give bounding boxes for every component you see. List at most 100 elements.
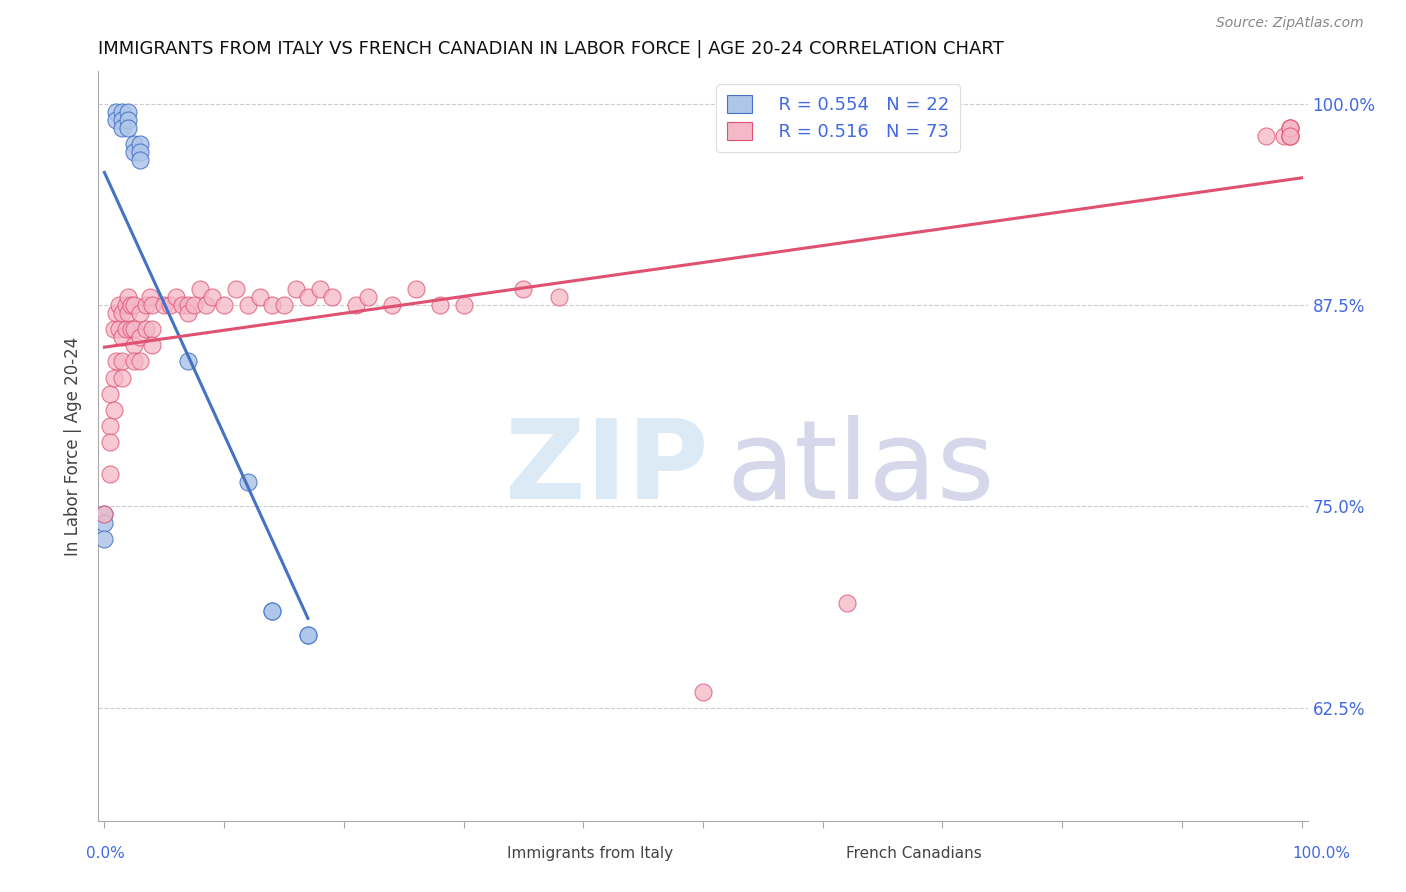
Point: [111, 104, 134, 119]
Point: [117, 104, 139, 119]
Point: [115, 322, 138, 336]
Point: [117, 120, 139, 135]
Point: [105, 306, 128, 320]
Point: [100, 434, 122, 449]
Point: [321, 290, 343, 304]
Point: [177, 298, 200, 312]
Point: [124, 145, 146, 159]
Point: [129, 145, 152, 159]
Point: [236, 475, 259, 490]
Point: [297, 628, 319, 642]
Point: [100, 386, 122, 401]
Point: [260, 604, 283, 618]
Point: [105, 104, 128, 119]
Point: [111, 370, 134, 384]
Point: [111, 330, 134, 344]
Point: [111, 120, 134, 135]
Point: [165, 290, 187, 304]
Point: [188, 282, 211, 296]
Point: [93, 508, 115, 522]
Point: [692, 684, 714, 698]
Point: [117, 112, 139, 127]
Point: [1278, 120, 1301, 135]
Point: [111, 354, 134, 368]
Point: [129, 306, 152, 320]
Point: [159, 298, 181, 312]
Point: [297, 290, 319, 304]
Point: [236, 298, 259, 312]
Point: [105, 112, 128, 127]
Point: [141, 338, 163, 352]
Text: Immigrants from Italy: Immigrants from Italy: [508, 847, 673, 861]
Point: [429, 298, 451, 312]
Point: [381, 298, 404, 312]
Point: [139, 290, 162, 304]
Point: [93, 508, 115, 522]
Point: [183, 298, 205, 312]
Point: [107, 298, 129, 312]
Point: [124, 322, 146, 336]
Point: [512, 282, 534, 296]
Point: [120, 322, 142, 336]
Text: 0.0%: 0.0%: [86, 847, 125, 861]
Point: [115, 298, 138, 312]
Point: [129, 153, 152, 167]
Point: [135, 322, 157, 336]
Text: atlas: atlas: [725, 415, 994, 522]
Point: [357, 290, 380, 304]
Point: [201, 290, 224, 304]
Point: [107, 322, 129, 336]
Text: Source: ZipAtlas.com: Source: ZipAtlas.com: [1216, 16, 1364, 29]
Point: [100, 467, 122, 482]
Point: [273, 298, 295, 312]
Text: 100.0%: 100.0%: [1292, 847, 1351, 861]
Point: [297, 628, 319, 642]
Point: [103, 370, 125, 384]
Text: ZIP: ZIP: [505, 415, 709, 522]
Point: [124, 354, 146, 368]
Point: [120, 298, 142, 312]
Point: [195, 298, 218, 312]
Point: [1278, 128, 1301, 143]
Point: [249, 290, 271, 304]
Point: [117, 306, 139, 320]
Point: [1272, 128, 1295, 143]
Point: [129, 330, 152, 344]
Point: [111, 306, 134, 320]
Point: [1278, 128, 1301, 143]
Point: [124, 338, 146, 352]
Text: French Canadians: French Canadians: [846, 847, 981, 861]
Point: [141, 322, 163, 336]
Y-axis label: In Labor Force | Age 20-24: In Labor Force | Age 20-24: [65, 336, 83, 556]
Point: [260, 298, 283, 312]
Point: [172, 298, 194, 312]
Point: [105, 354, 128, 368]
Point: [344, 298, 367, 312]
Point: [1254, 128, 1277, 143]
Point: [129, 354, 152, 368]
Point: [548, 290, 571, 304]
Point: [103, 322, 125, 336]
Point: [453, 298, 475, 312]
Point: [1278, 120, 1301, 135]
Point: [1278, 120, 1301, 135]
Point: [153, 298, 176, 312]
Point: [124, 298, 146, 312]
Point: [284, 282, 307, 296]
Point: [212, 298, 235, 312]
Point: [225, 282, 247, 296]
Point: [177, 354, 200, 368]
Point: [177, 306, 200, 320]
Point: [141, 298, 163, 312]
Legend:   R = 0.554   N = 22,   R = 0.516   N = 73: R = 0.554 N = 22, R = 0.516 N = 73: [716, 84, 960, 152]
Point: [835, 596, 858, 610]
Point: [405, 282, 427, 296]
Point: [100, 418, 122, 433]
Point: [93, 532, 115, 546]
Point: [124, 136, 146, 151]
Point: [111, 112, 134, 127]
Point: [260, 604, 283, 618]
Point: [103, 402, 125, 417]
Text: IMMIGRANTS FROM ITALY VS FRENCH CANADIAN IN LABOR FORCE | AGE 20-24 CORRELATION : IMMIGRANTS FROM ITALY VS FRENCH CANADIAN…: [98, 40, 1004, 58]
Point: [117, 290, 139, 304]
